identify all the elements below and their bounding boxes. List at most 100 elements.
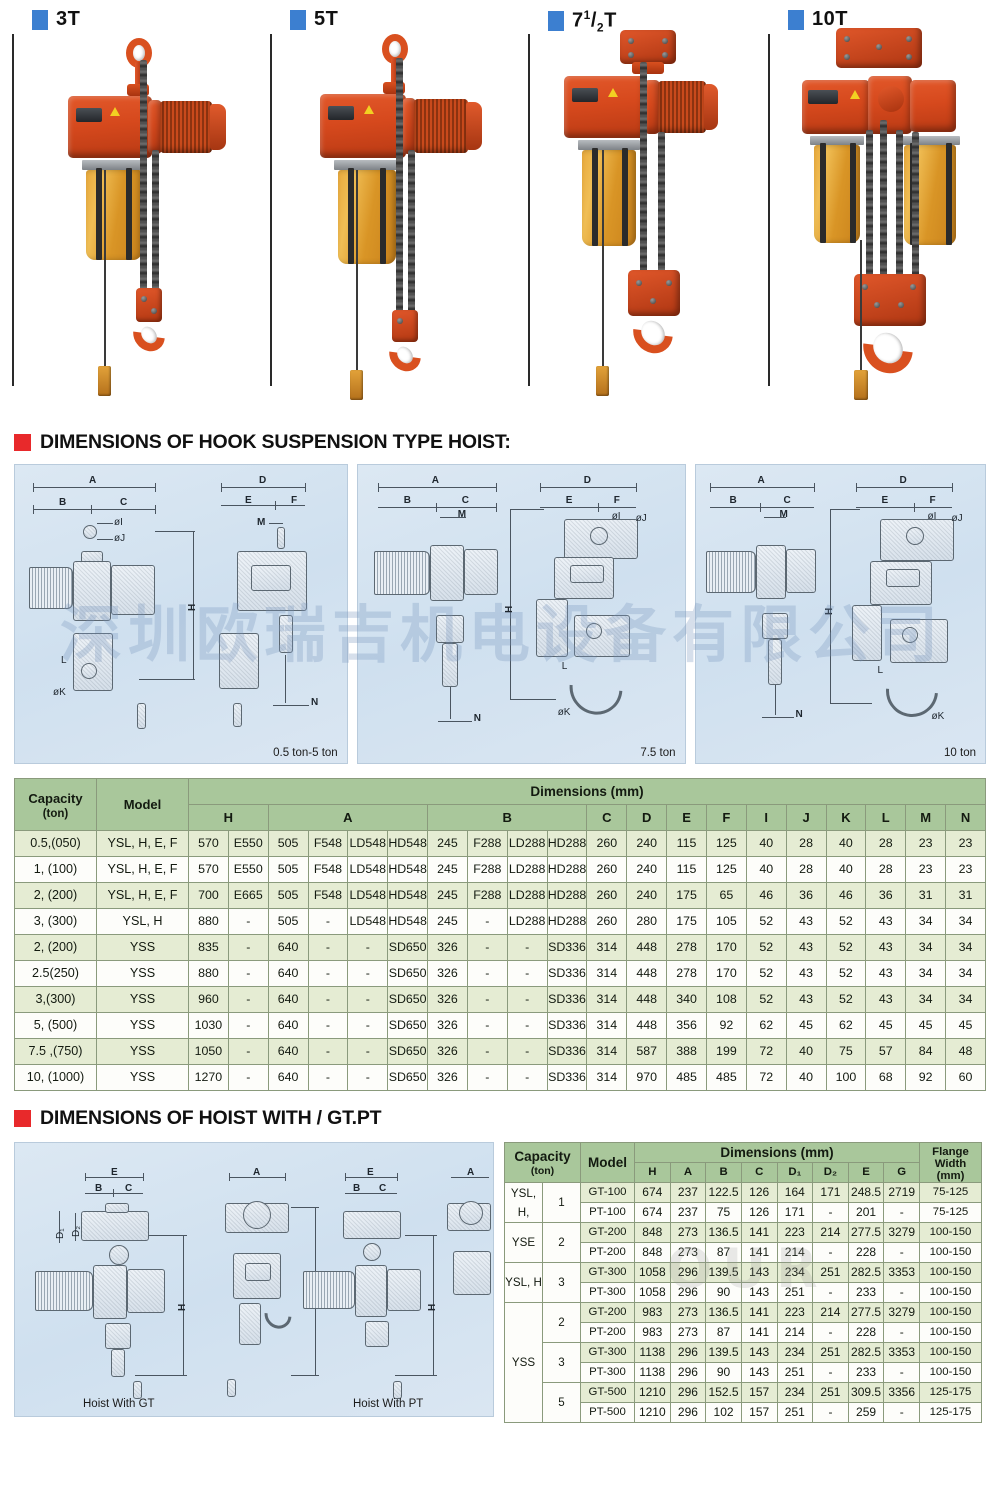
cell-E: 233 — [847, 1282, 885, 1303]
cell-I: 72 — [745, 1064, 787, 1091]
cell-D₂: 251 — [812, 1342, 849, 1363]
cell-A-1: - — [307, 934, 349, 961]
cell-D: 240 — [626, 830, 668, 857]
cell-capacity: 3,(300) — [14, 986, 97, 1013]
cell-M: 23 — [905, 830, 947, 857]
cell-E: 309.5 — [847, 1382, 885, 1403]
cell-C: 314 — [586, 986, 628, 1013]
cell-A: 273 — [669, 1242, 707, 1263]
cell-model: PT-300 — [580, 1282, 635, 1303]
cell-A-2: - — [347, 986, 389, 1013]
hoist-photo-7-5t: 71/2T — [516, 0, 756, 425]
cell-B-2: LD288 — [506, 856, 548, 883]
cell-D₂: - — [812, 1242, 849, 1263]
table-row: 5, (500) YSS 1030-640- - SD650 326- - SD336 314 4… — [14, 1012, 986, 1039]
dim-label-L: L — [61, 655, 67, 666]
hoist-illustration — [258, 0, 516, 425]
cell-M: 84 — [905, 1038, 947, 1065]
cell-E: 278 — [666, 934, 707, 961]
cell-H-0: 1270 — [188, 1064, 229, 1091]
cell-B-2: LD288 — [506, 908, 548, 935]
dim-label-A: A — [89, 475, 97, 486]
header-dimensions: Dimensions (mm) — [634, 1142, 920, 1163]
cell-H-1: - — [227, 1012, 269, 1039]
table-row: YSS 2 GT-200 983 273 136.5 141 223 214 277.5 3279 1… — [504, 1302, 982, 1423]
capacity-label-5t: 5T — [290, 8, 338, 31]
dim-label-A: A — [467, 1167, 475, 1178]
cell-F: 105 — [705, 908, 747, 935]
dim-label-D1: D₁ — [55, 1228, 66, 1239]
cell-model: GT-300 — [580, 1342, 635, 1363]
header-col-F: F — [705, 804, 747, 831]
table-row: 2, (200) YSS 835-640- - SD650 326- - SD336 314 44… — [14, 934, 986, 961]
dim-label-N: N — [473, 713, 481, 724]
cell-E: 201 — [847, 1202, 885, 1223]
cell-H-0: 960 — [188, 986, 229, 1013]
cell-A-0: 505 — [267, 830, 309, 857]
hook-suspension-diagram-row: A B C øI øJ L øK H D E F M — [0, 464, 1000, 764]
cell-model: GT-300 — [580, 1262, 635, 1283]
cell-E: 340 — [666, 986, 707, 1013]
cell-E: 228 — [847, 1242, 885, 1263]
cell-N: 34 — [945, 908, 986, 935]
cell-model: PT-200 — [580, 1242, 635, 1263]
cell-D₁: 223 — [776, 1222, 814, 1243]
cell-B: 90 — [705, 1282, 742, 1303]
diagram-caption: 0.5 ton-5 ton — [273, 747, 338, 759]
cell-capacity: 7.5 ,(750) — [14, 1038, 97, 1065]
cell-flange-width: 75-125 — [919, 1202, 982, 1223]
section-title: DIMENSIONS OF HOOK SUSPENSION TYPE HOIST… — [40, 431, 511, 453]
dim-label-E: E — [111, 1167, 118, 1178]
cell-C: 143 — [740, 1362, 778, 1383]
cell-L: 43 — [865, 934, 907, 961]
cell-ton: 2 — [542, 1222, 581, 1263]
cell-A-3: SD650 — [387, 986, 429, 1013]
cell-E: 259 — [847, 1402, 885, 1423]
dim-label-diaK: øK — [53, 687, 66, 698]
cell-L: 28 — [865, 856, 907, 883]
cell-B-2: - — [506, 1064, 548, 1091]
cell-B-3: SD336 — [546, 1038, 588, 1065]
table-header-row-2: H A B C D E F I J K L M N — [15, 804, 986, 831]
cell-J: 43 — [785, 934, 827, 961]
cell-C: 126 — [740, 1182, 778, 1203]
cell-H-1: - — [227, 960, 269, 987]
cell-A-0: 640 — [267, 986, 309, 1013]
cell-model: GT-500 — [580, 1382, 635, 1403]
cell-L: 43 — [865, 960, 907, 987]
cell-E: 282.5 — [847, 1262, 885, 1283]
cell-D₂: 251 — [812, 1382, 849, 1403]
gt-pt-dimensions-table: Capacity (ton) Model Dimensions (mm) Flan… — [504, 1142, 982, 1423]
cell-F: 170 — [705, 960, 747, 987]
cell-I: 72 — [745, 1038, 787, 1065]
cell-model: YSS — [96, 960, 189, 987]
header-model: Model — [580, 1142, 635, 1183]
dim-label-E: E — [367, 1167, 374, 1178]
cell-flange-width: 100-150 — [919, 1322, 982, 1343]
dim-label-A: A — [757, 475, 765, 486]
cell-D₁: 234 — [776, 1382, 814, 1403]
cell-flange-width: 100-150 — [919, 1362, 982, 1383]
gt-pt-diagram-panel: E B C D₁ D₂ H Hoist With GT A — [14, 1142, 494, 1417]
cell-B-3: HD288 — [546, 882, 588, 909]
cell-flange-width: 100-150 — [919, 1242, 982, 1263]
cell-E: 277.5 — [847, 1302, 885, 1323]
cell-model: YSS — [96, 934, 189, 961]
cell-L: 45 — [865, 1012, 907, 1039]
cell-A-0: 505 — [267, 856, 309, 883]
cell-N: 60 — [945, 1064, 986, 1091]
cell-H-0: 1030 — [188, 1012, 229, 1039]
cell-A: 296 — [669, 1262, 707, 1283]
cell-C: 314 — [586, 1038, 628, 1065]
cell-B: 87 — [705, 1242, 742, 1263]
cell-A-3: HD548 — [387, 830, 429, 857]
cell-model: YSS — [96, 1064, 189, 1091]
cell-A-3: SD650 — [387, 934, 429, 961]
cell-H: 1210 — [634, 1382, 671, 1403]
cell-series: YSL, H, — [504, 1182, 543, 1223]
cell-J: 40 — [785, 1038, 827, 1065]
red-square-icon — [14, 1110, 31, 1127]
header-col-D: D — [626, 804, 668, 831]
cell-A-3: SD650 — [387, 1064, 429, 1091]
capacity-text: 5T — [314, 8, 339, 30]
